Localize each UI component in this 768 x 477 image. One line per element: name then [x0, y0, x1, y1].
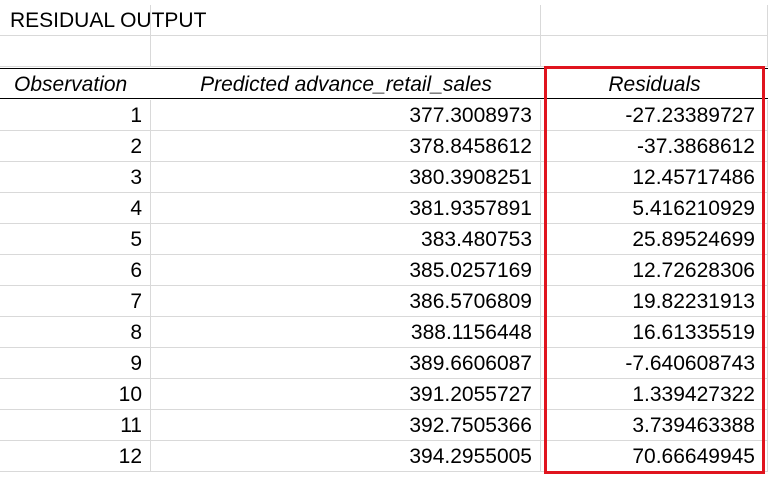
- residual-cell[interactable]: -37.3868612: [541, 131, 768, 162]
- table-row: 12 394.2955005 70.66649945: [0, 441, 768, 472]
- empty-cell[interactable]: [151, 36, 541, 67]
- title-row: RESIDUAL OUTPUT: [0, 5, 768, 36]
- predicted-cell[interactable]: 385.0257169: [151, 255, 541, 286]
- table-row: 1 377.3008973 -27.23389727: [0, 100, 768, 131]
- residual-cell[interactable]: 25.89524699: [541, 224, 768, 255]
- observation-cell[interactable]: 1: [0, 100, 151, 131]
- residual-output-title[interactable]: RESIDUAL OUTPUT: [0, 5, 206, 36]
- observation-cell[interactable]: 9: [0, 348, 151, 379]
- observation-cell[interactable]: 2: [0, 131, 151, 162]
- predicted-cell[interactable]: 392.7505366: [151, 410, 541, 441]
- predicted-cell[interactable]: 386.5706809: [151, 286, 541, 317]
- observation-cell[interactable]: 3: [0, 162, 151, 193]
- observation-cell[interactable]: 6: [0, 255, 151, 286]
- predicted-cell[interactable]: 381.9357891: [151, 193, 541, 224]
- observation-cell[interactable]: 11: [0, 410, 151, 441]
- empty-cell[interactable]: [541, 5, 768, 36]
- header-row: Observation Predicted advance_retail_sal…: [0, 68, 768, 99]
- predicted-cell[interactable]: 394.2955005: [151, 441, 541, 472]
- table-row: 2 378.8458612 -37.3868612: [0, 131, 768, 162]
- residual-cell[interactable]: 12.45717486: [541, 162, 768, 193]
- table-row: 7 386.5706809 19.82231913: [0, 286, 768, 317]
- residual-cell[interactable]: 70.66649945: [541, 441, 768, 472]
- residual-cell[interactable]: 19.82231913: [541, 286, 768, 317]
- empty-cell[interactable]: [0, 36, 151, 67]
- table-row: 4 381.9357891 5.416210929: [0, 193, 768, 224]
- observation-cell[interactable]: 8: [0, 317, 151, 348]
- column-header-observation[interactable]: Observation: [0, 68, 151, 99]
- residual-cell[interactable]: 12.72628306: [541, 255, 768, 286]
- predicted-cell[interactable]: 383.480753: [151, 224, 541, 255]
- observation-cell[interactable]: 7: [0, 286, 151, 317]
- predicted-cell[interactable]: 380.3908251: [151, 162, 541, 193]
- residual-cell[interactable]: 16.61335519: [541, 317, 768, 348]
- predicted-cell[interactable]: 378.8458612: [151, 131, 541, 162]
- predicted-cell[interactable]: 391.2055727: [151, 379, 541, 410]
- observation-cell[interactable]: 10: [0, 379, 151, 410]
- residual-cell[interactable]: 3.739463388: [541, 410, 768, 441]
- predicted-cell[interactable]: 377.3008973: [151, 100, 541, 131]
- table-row: 3 380.3908251 12.45717486: [0, 162, 768, 193]
- table-row: 6 385.0257169 12.72628306: [0, 255, 768, 286]
- empty-cell[interactable]: [151, 5, 541, 36]
- column-header-predicted[interactable]: Predicted advance_retail_sales: [151, 68, 541, 99]
- residual-cell[interactable]: 5.416210929: [541, 193, 768, 224]
- table-row: 8 388.1156448 16.61335519: [0, 317, 768, 348]
- table-row: 9 389.6606087 -7.640608743: [0, 348, 768, 379]
- predicted-cell[interactable]: 388.1156448: [151, 317, 541, 348]
- predicted-cell[interactable]: 389.6606087: [151, 348, 541, 379]
- observation-cell[interactable]: 4: [0, 193, 151, 224]
- observation-cell[interactable]: 12: [0, 441, 151, 472]
- empty-cell[interactable]: [541, 36, 768, 67]
- table-row: 5 383.480753 25.89524699: [0, 224, 768, 255]
- column-header-residuals[interactable]: Residuals: [541, 68, 768, 99]
- observation-cell[interactable]: 5: [0, 224, 151, 255]
- table-row: 10 391.2055727 1.339427322: [0, 379, 768, 410]
- residual-cell[interactable]: -27.23389727: [541, 100, 768, 131]
- empty-row: [0, 36, 768, 67]
- residual-cell[interactable]: -7.640608743: [541, 348, 768, 379]
- table-row: 11 392.7505366 3.739463388: [0, 410, 768, 441]
- residual-cell[interactable]: 1.339427322: [541, 379, 768, 410]
